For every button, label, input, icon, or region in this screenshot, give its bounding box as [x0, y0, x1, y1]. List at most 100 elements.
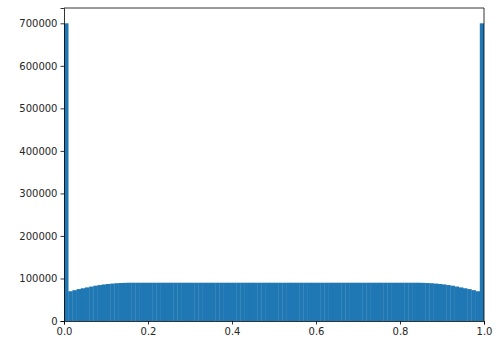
histogram-bar	[455, 287, 460, 321]
tick-mark	[61, 66, 65, 67]
histogram-bar	[81, 288, 86, 321]
tick-label: 600000	[19, 61, 57, 72]
histogram-bar	[425, 283, 430, 321]
bars	[64, 23, 484, 321]
tick: 0.6	[309, 321, 325, 337]
histogram-bar	[392, 283, 397, 321]
histogram-bar	[291, 283, 296, 321]
tick-mark	[61, 108, 65, 109]
histogram-bar	[135, 283, 140, 321]
histogram-bar	[345, 283, 350, 321]
histogram-bar	[89, 287, 94, 321]
histogram-bar	[287, 283, 292, 321]
tick-label: 500000	[19, 103, 57, 114]
histogram-bar	[303, 283, 308, 321]
histogram-bar	[320, 283, 325, 321]
histogram-bar	[421, 283, 426, 321]
histogram-bar	[249, 283, 254, 321]
tick-mark	[316, 321, 317, 325]
tick: 1.0	[477, 321, 493, 337]
histogram-bar	[215, 283, 220, 321]
tick-mark	[61, 236, 65, 237]
tick-label: 700000	[19, 18, 57, 29]
tick: 0	[51, 316, 64, 327]
tick: 500000	[19, 103, 64, 114]
histogram-bar	[383, 283, 388, 321]
tick-label: 200000	[19, 231, 57, 242]
tick-mark	[61, 321, 65, 322]
tick-label: 0.4	[225, 326, 241, 337]
histogram-bar	[140, 283, 145, 321]
histogram-bar	[446, 285, 451, 321]
histogram-bar	[144, 283, 149, 321]
histogram-bar	[232, 283, 237, 321]
y-axis: 0 100000 200000 300000 400000 500000 600000 700…	[19, 9, 64, 327]
histogram-bar	[198, 283, 203, 321]
histogram-bar	[127, 283, 132, 321]
histogram-bar	[308, 283, 313, 321]
tick-label: 300000	[19, 188, 57, 199]
histogram-bar	[203, 283, 208, 321]
histogram-bar	[341, 283, 346, 321]
histogram-bar	[106, 284, 111, 321]
histogram-bar	[417, 283, 422, 321]
histogram-bar	[68, 291, 73, 321]
histogram-bar	[224, 283, 229, 321]
histogram-bar	[211, 283, 216, 321]
histogram-bar	[413, 283, 418, 321]
histogram-bar	[354, 283, 359, 321]
histogram-bar	[396, 283, 401, 321]
tick: 400000	[19, 146, 64, 157]
histogram-bar	[337, 283, 342, 321]
histogram-bar	[236, 283, 241, 321]
histogram-bar	[278, 283, 283, 321]
tick-label: 0.0	[57, 326, 73, 337]
histogram-bar	[358, 283, 363, 321]
histogram-bar	[93, 286, 98, 321]
histogram-bar	[476, 291, 481, 321]
histogram-bar	[324, 283, 329, 321]
plot-area: 0.00.20.40.60.81.00100000200000300000400…	[19, 8, 492, 337]
histogram-bar	[471, 290, 476, 321]
tick-label: 400000	[19, 146, 57, 157]
histogram-bar	[156, 283, 161, 321]
histogram-bar	[228, 283, 233, 321]
tick-label: 100000	[19, 273, 57, 284]
histogram-bar	[408, 283, 413, 321]
histogram-bar	[85, 287, 90, 321]
histogram-bar	[329, 283, 334, 321]
tick: 700000	[19, 18, 64, 29]
histogram-bar	[434, 284, 439, 321]
histogram-bar	[123, 283, 128, 321]
tick-label: 1.0	[477, 326, 493, 337]
histogram-bar	[152, 283, 157, 321]
tick-mark	[61, 151, 65, 152]
histogram-bar	[387, 283, 392, 321]
histogram-bar	[274, 283, 279, 321]
tick: 0.0	[57, 321, 73, 337]
histogram-bar	[312, 283, 317, 321]
tick: 100000	[19, 273, 64, 284]
tick-mark	[232, 321, 233, 325]
tick: 0.8	[393, 321, 409, 337]
histogram-bar	[442, 284, 447, 321]
tick-mark	[61, 23, 65, 24]
histogram-bar	[257, 283, 262, 321]
histogram-bar	[400, 283, 405, 321]
histogram-bar	[253, 283, 258, 321]
histogram-bar	[270, 283, 275, 321]
histogram-bar	[299, 283, 304, 321]
histogram-bar	[480, 23, 484, 321]
tick: 300000	[19, 188, 64, 199]
histogram-bar	[459, 287, 464, 321]
tick: 600000	[19, 61, 64, 72]
tick-mark	[400, 321, 401, 325]
histogram-bar	[165, 283, 170, 321]
histogram-bar	[295, 283, 300, 321]
histogram-bar	[72, 290, 77, 321]
tick-mark	[61, 278, 65, 279]
axis-line	[61, 9, 65, 322]
tick: 0.4	[225, 321, 241, 337]
histogram-bar	[219, 283, 224, 321]
histogram-bar	[173, 283, 178, 321]
